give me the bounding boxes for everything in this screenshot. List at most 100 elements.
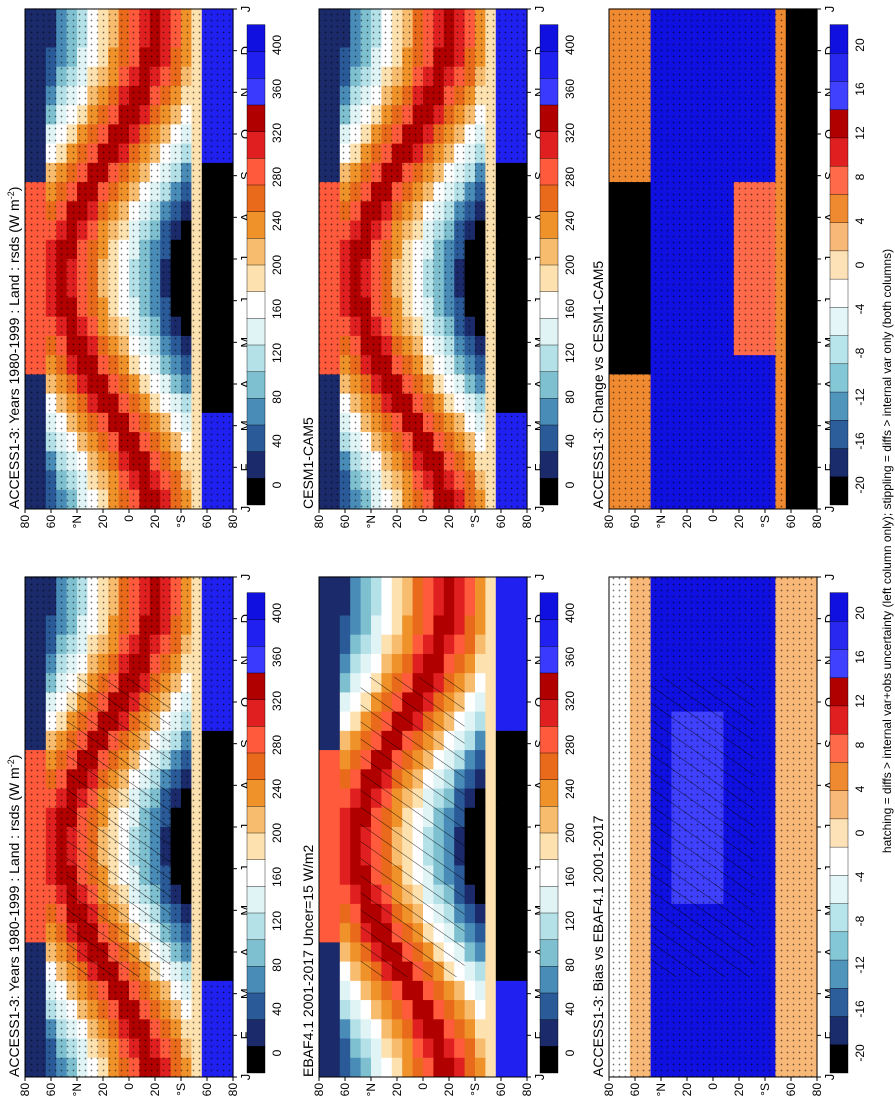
y-tick-label: 60 — [494, 1083, 508, 1097]
colorbar-label: 280 — [563, 167, 577, 187]
heatmap-cell — [371, 1057, 382, 1077]
heatmap-cell — [495, 653, 507, 674]
heatmap-cell — [402, 634, 414, 654]
heatmap-cell — [371, 595, 382, 616]
x-tick-label: J — [532, 574, 547, 581]
heatmap-cell — [495, 749, 507, 770]
heatmap-cell — [350, 807, 362, 827]
heatmap-cell — [495, 768, 507, 789]
y-tick-label: °S — [174, 1083, 188, 1096]
y-tick-label: °N — [70, 515, 84, 528]
y-tick-label: °S — [468, 515, 482, 528]
x-tick-label: M — [238, 420, 253, 431]
x-tick-label: J — [532, 506, 547, 513]
x-tick-label: N — [532, 656, 547, 665]
heatmap-cell — [371, 1037, 382, 1058]
heatmap-cell — [443, 634, 455, 654]
heatmap-cell — [350, 864, 362, 885]
colorbar-label: 160 — [270, 299, 284, 319]
heatmap-cell — [516, 691, 528, 712]
heatmap-cell — [475, 614, 486, 635]
x-tick-label: J — [822, 865, 837, 872]
colorbar-swatch — [539, 699, 559, 727]
heatmap-cell — [339, 826, 351, 847]
colorbar-label: 0 — [563, 481, 577, 488]
colorbar-swatch — [246, 619, 266, 647]
colorbar-swatch — [246, 264, 266, 292]
heatmap-cell — [485, 845, 497, 866]
heatmap-cell — [475, 787, 486, 808]
colorbar-swatch — [539, 992, 559, 1020]
heatmap-cell — [464, 864, 476, 885]
colorbar-swatch — [829, 363, 849, 393]
heatmap-cell — [485, 634, 497, 654]
x-tick-label: F — [822, 1031, 837, 1039]
heatmap-cell — [319, 1057, 330, 1077]
colorbar-label: 120 — [270, 911, 284, 931]
heatmap-cell — [402, 999, 414, 1020]
heatmap-cell — [329, 1037, 341, 1058]
colorbar-label: 40 — [270, 1002, 284, 1016]
heatmap-cell — [412, 653, 424, 674]
heatmap-cell — [350, 768, 362, 789]
panel-title-end: ) — [6, 187, 22, 192]
heatmap-cell — [433, 980, 445, 1001]
heatmap-cell — [454, 1018, 466, 1039]
heatmap-cell — [319, 1037, 330, 1058]
heatmap-cell — [495, 595, 507, 616]
y-tick-label: 80 — [226, 1083, 240, 1097]
y-tick-label: 60 — [784, 515, 798, 529]
colorbar: 20 16 12 8 4 0 -4 -8 -12 -16 -20 — [829, 592, 867, 1074]
colorbar-swatch — [246, 51, 266, 79]
heatmap-cell — [464, 634, 476, 654]
heatmap-cell — [339, 711, 351, 731]
heatmap-cell — [423, 576, 434, 597]
heatmap-cell — [506, 768, 518, 789]
y-tick-label: 0 — [416, 515, 430, 522]
colorbar-swatch — [246, 24, 266, 52]
x-tick-label: A — [238, 213, 253, 222]
colorbar-label: 12 — [853, 694, 867, 708]
colorbar-swatch — [539, 859, 559, 887]
heatmap-cell — [329, 653, 341, 674]
heatmap-cell — [495, 826, 507, 847]
heatmap-cell — [381, 634, 393, 654]
x-tick-label: M — [238, 337, 253, 348]
heatmap-cell — [516, 980, 528, 1001]
heatmap-cell — [485, 980, 497, 1001]
colorbar-label: 360 — [563, 79, 577, 99]
x-tick-label: D — [238, 46, 253, 55]
colorbar-swatch — [539, 885, 559, 914]
y-tick-label: °N — [70, 1083, 84, 1096]
heatmap-cell — [516, 864, 528, 885]
heatmap-cell — [391, 999, 403, 1020]
panel-left-1: ACCESS1-3: Years 1980-1999 : Land : rsds… — [6, 574, 284, 1097]
heatmap-cell — [464, 768, 476, 789]
heatmap-cell — [339, 845, 351, 866]
heatmap-cell — [464, 826, 476, 847]
panel-right-3: ACCESS1-3: Change vs CESM1-CAM5 J F M A M J J A S… — [590, 6, 867, 529]
heatmap-cell — [339, 1018, 351, 1039]
heatmap-cell — [485, 961, 497, 981]
y-tick-label: 80 — [602, 515, 616, 529]
x-tick-label: S — [238, 739, 253, 748]
heatmap-cell — [339, 961, 351, 981]
colorbar-swatch — [246, 965, 266, 994]
heatmap-cell — [329, 576, 341, 597]
heatmap-cell — [454, 576, 466, 597]
x-tick-label: O — [238, 697, 253, 707]
heatmap-cell — [350, 711, 362, 731]
colorbar-label: 280 — [270, 167, 284, 187]
heatmap-cell — [350, 980, 362, 1001]
heatmap-cell — [360, 634, 372, 654]
heatmap-cell — [360, 980, 372, 1001]
x-tick-label: J — [238, 1074, 253, 1081]
heatmap-cell — [412, 634, 424, 654]
heatmap-cell — [339, 1037, 351, 1058]
x-tick-label: M — [822, 988, 837, 999]
colorbar-swatch — [246, 1045, 266, 1074]
y-tick-label: 20 — [442, 1083, 456, 1097]
heatmap-cell — [371, 653, 382, 674]
heatmap-cell — [495, 1057, 507, 1077]
